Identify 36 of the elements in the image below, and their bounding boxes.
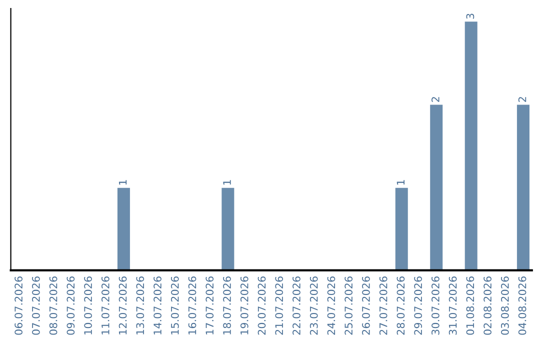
- x-tick-label: 12.07.2026: [118, 276, 127, 334]
- x-tick-label: 16.07.2026: [188, 276, 196, 334]
- x-tick-label: 29.07.2026: [414, 276, 422, 335]
- x-tick-label: 26.07.2026: [362, 276, 370, 335]
- x-tick-label: 06.07.2026: [14, 276, 23, 335]
- data-label: 1: [118, 180, 127, 185]
- x-tick-label: 28.07.2026: [396, 276, 405, 335]
- x-tick-label: 11.07.2026: [101, 276, 110, 334]
- x-tick-label: 24.07.2026: [327, 276, 336, 335]
- data-label: 3: [466, 14, 474, 19]
- data-label: 1: [396, 180, 404, 185]
- x-tick-label: 15.07.2026: [170, 276, 179, 334]
- x-tick-label: 20.07.2026: [258, 276, 266, 335]
- data-label: 2: [432, 97, 440, 102]
- data-label: 2: [518, 97, 526, 102]
- x-tick-label: 10.07.2026: [84, 276, 92, 334]
- x-tick-label: 08.07.2026: [49, 276, 58, 335]
- x-tick-label: 03.08.2026: [500, 276, 509, 335]
- x-tick-label: 23.07.2026: [310, 276, 318, 335]
- x-tick-label: 02.08.2026: [484, 276, 492, 335]
- x-tick-label: 13.07.2026: [136, 276, 144, 334]
- x-tick-label: 31.07.2026: [448, 276, 457, 335]
- x-tick-label: 18.07.2026: [223, 276, 231, 334]
- x-tick-label: 04.08.2026: [518, 276, 526, 335]
- x-tick-label: 19.07.2026: [240, 276, 248, 334]
- x-tick-label: 14.07.2026: [154, 276, 162, 334]
- x-tick-label: 30.07.2026: [432, 276, 440, 335]
- x-tick-label: 21.07.2026: [275, 276, 284, 335]
- x-tick-label: 22.07.2026: [292, 276, 300, 335]
- data-label: 1: [223, 180, 231, 185]
- x-tick-label: 09.07.2026: [66, 276, 75, 335]
- x-tick-label: 17.07.2026: [206, 276, 214, 334]
- x-tick-label: 25.07.2026: [344, 276, 353, 335]
- x-tick-label: 07.07.2026: [32, 276, 40, 335]
- x-tick-label: 01.08.2026: [466, 276, 474, 335]
- x-tick-label: 27.07.2026: [379, 276, 388, 335]
